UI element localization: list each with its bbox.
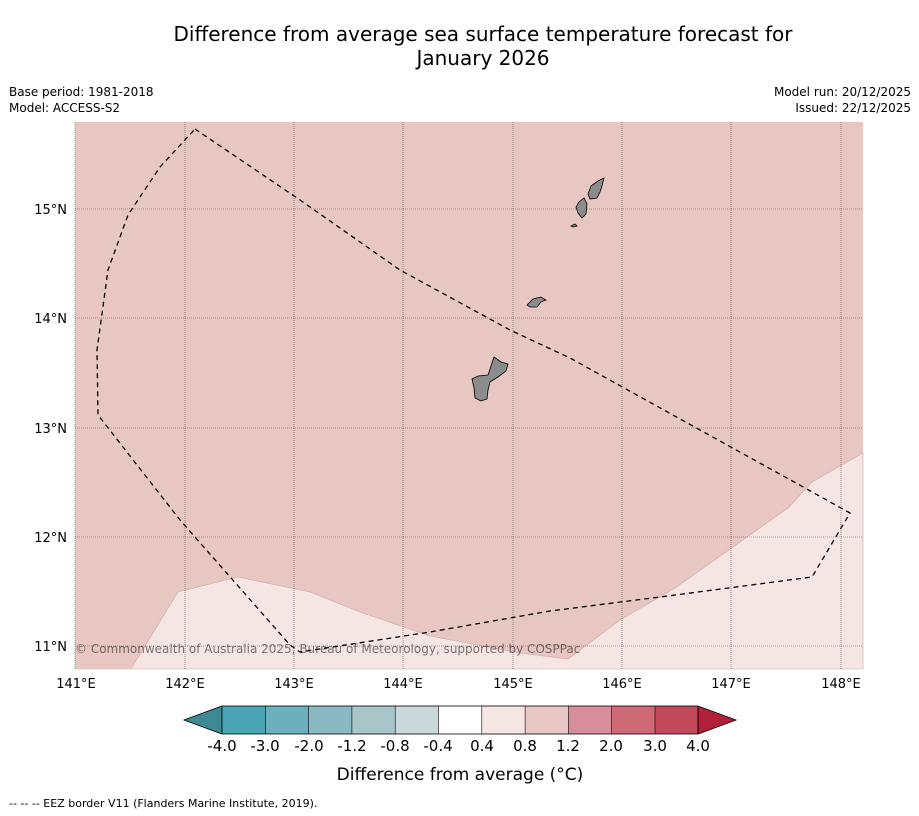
islands — [471, 177, 605, 402]
lon-label-146: 146°E — [602, 677, 642, 692]
lon-label-144: 144°E — [383, 677, 423, 692]
lon-label-142: 142°E — [165, 677, 205, 692]
anomaly-region-lower — [75, 452, 864, 670]
colorbar-bin-3 — [308, 706, 352, 734]
lon-label-141: 141°E — [56, 677, 96, 692]
colorbar-tick-5: -0.8 — [380, 737, 409, 755]
rota-island — [526, 296, 547, 308]
issued-date: Issued: 22/12/2025 — [795, 101, 911, 115]
eez-border — [96, 128, 851, 653]
colorbar-under-arrow — [182, 705, 223, 735]
grid — [74, 122, 863, 669]
colorbar-tick-12: 4.0 — [686, 737, 710, 755]
guam-island — [471, 356, 509, 402]
lon-label-147: 147°E — [711, 677, 751, 692]
model-run: Model run: 20/12/2025 — [773, 85, 911, 99]
model-name: Model: ACCESS-S2 — [9, 101, 121, 115]
colorbar-bin-7 — [481, 706, 526, 734]
chart-title: Difference from average sea surface temp… — [60, 22, 906, 70]
tinian-island — [575, 197, 588, 219]
colorbar-bin-10 — [611, 706, 655, 734]
colorbar-tick-3: -2.0 — [294, 737, 323, 755]
title-line-1: Difference from average sea surface temp… — [173, 22, 793, 46]
colorbar-bin-2 — [265, 706, 309, 734]
colorbar-bin-4 — [351, 706, 396, 734]
lon-label-145: 145°E — [493, 677, 533, 692]
lat-label-11: 11°N — [34, 640, 67, 655]
eez-footnote: -- -- -- EEZ border V11 (Flanders Marine… — [9, 797, 318, 810]
saipan-island — [587, 177, 605, 200]
lat-label-15: 15°N — [34, 203, 67, 218]
lon-label-148: 148°E — [821, 677, 861, 692]
colorbar-tick-11: 3.0 — [643, 737, 667, 755]
aguijan-island — [570, 223, 578, 228]
base-period: Base period: 1981-2018 — [9, 85, 154, 99]
lat-label-13: 13°N — [34, 422, 67, 437]
colorbar-tick-2: -3.0 — [250, 737, 279, 755]
lat-label-14: 14°N — [34, 312, 67, 327]
colorbar-tick-10: 2.0 — [599, 737, 623, 755]
colorbar-bin-1 — [222, 706, 266, 734]
colorbar-frame — [221, 705, 699, 735]
lat-labels: 15°N 14°N 13°N 12°N 11°N — [34, 203, 67, 655]
meta-right: Model run: 20/12/2025 Issued: 22/12/2025 — [774, 84, 911, 116]
lat-label-12: 12°N — [34, 531, 67, 546]
colorbar-title: Difference from average (°C) — [337, 765, 584, 785]
anomaly-region-left-strip — [75, 660, 136, 669]
meta-left: Base period: 1981-2018 Model: ACCESS-S2 — [9, 84, 154, 116]
colorbar-bin-8 — [525, 706, 569, 734]
colorbar-bin-5 — [395, 706, 439, 734]
colorbar-bin-6 — [438, 706, 482, 734]
colorbar-tick-4: -1.2 — [337, 737, 366, 755]
colorbar-over-arrow — [697, 705, 738, 735]
colorbar-bin-11 — [655, 706, 698, 734]
colorbar-tick-1: -4.0 — [207, 737, 236, 755]
colorbar: -4.0 -3.0 -2.0 -1.2 -0.8 -0.4 0.4 0.8 1.… — [182, 705, 738, 785]
lon-labels: 141°E 142°E 143°E 144°E 145°E 146°E 147°… — [56, 677, 861, 692]
colorbar-tick-9: 1.2 — [556, 737, 580, 755]
lon-label-143: 143°E — [274, 677, 314, 692]
colorbar-tick-8: 0.8 — [513, 737, 537, 755]
colorbar-bin-9 — [568, 706, 612, 734]
copyright-text: © Commonwealth of Australia 2025, Bureau… — [75, 642, 580, 656]
colorbar-tick-6: -0.4 — [423, 737, 452, 755]
colorbar-tick-7: 0.4 — [470, 737, 494, 755]
title-line-2: January 2026 — [416, 46, 550, 70]
